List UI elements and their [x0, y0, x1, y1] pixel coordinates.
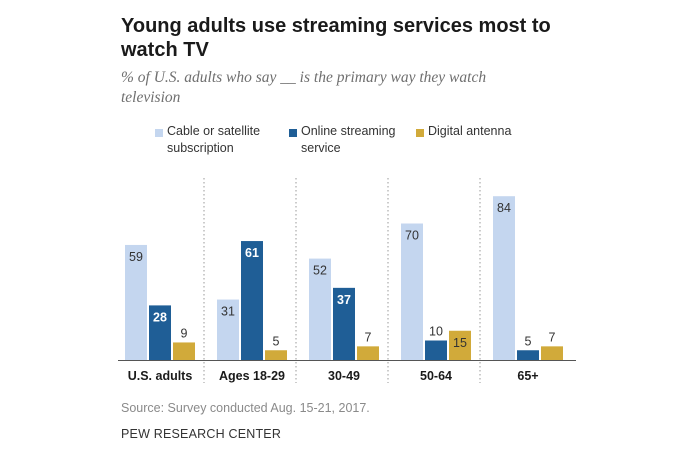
bar-streaming [425, 340, 447, 360]
data-label: 5 [273, 334, 280, 348]
bar-cable [125, 244, 147, 360]
bar-antenna [357, 346, 379, 360]
data-label: 52 [313, 264, 327, 278]
data-label: 7 [549, 330, 556, 344]
category-label: U.S. adults [128, 369, 193, 383]
data-label: 5 [525, 334, 532, 348]
legend-label-antenna: Digital antenna [428, 124, 512, 138]
data-label: 7 [365, 330, 372, 344]
category-label: Ages 18-29 [219, 369, 285, 383]
bar-cable [217, 299, 239, 360]
legend-swatch-streaming [289, 129, 297, 137]
bar-streaming [149, 305, 171, 360]
organization-name: PEW RESEARCH CENTER [121, 427, 282, 441]
data-label: 28 [153, 310, 167, 324]
bar-antenna [449, 330, 471, 360]
category-label: 30-49 [328, 369, 360, 383]
source-note: Source: Survey conducted Aug. 15-21, 201… [121, 401, 370, 415]
bar-streaming [333, 287, 355, 360]
legend-label-cable: Cable or satellite subscription [167, 124, 261, 155]
data-label: 70 [405, 229, 419, 243]
data-label: 10 [429, 325, 443, 339]
bar-streaming [241, 241, 263, 360]
bar-antenna [541, 346, 563, 360]
bar-cable [493, 196, 515, 360]
legend-label-streaming: Online streaming service [301, 124, 396, 155]
legend-swatch-antenna [416, 129, 424, 137]
data-label: 31 [221, 305, 235, 319]
bar-streaming [517, 350, 539, 360]
chart-title: Young adults use streaming services most… [121, 15, 551, 61]
bar-antenna [265, 350, 287, 360]
bar-antenna [173, 342, 195, 360]
category-label: 50-64 [420, 369, 452, 383]
data-label: 59 [129, 250, 143, 264]
bar-cable [309, 258, 331, 360]
data-label: 15 [453, 336, 467, 350]
data-label: 84 [497, 201, 511, 215]
data-label: 61 [245, 246, 259, 260]
category-label: 65+ [517, 369, 538, 383]
chart-subtitle: % of U.S. adults who say __ is the prima… [121, 69, 487, 106]
bar-cable [401, 223, 423, 360]
data-label: 9 [181, 326, 188, 340]
data-label: 37 [337, 293, 351, 307]
legend-swatch-cable [155, 129, 163, 137]
